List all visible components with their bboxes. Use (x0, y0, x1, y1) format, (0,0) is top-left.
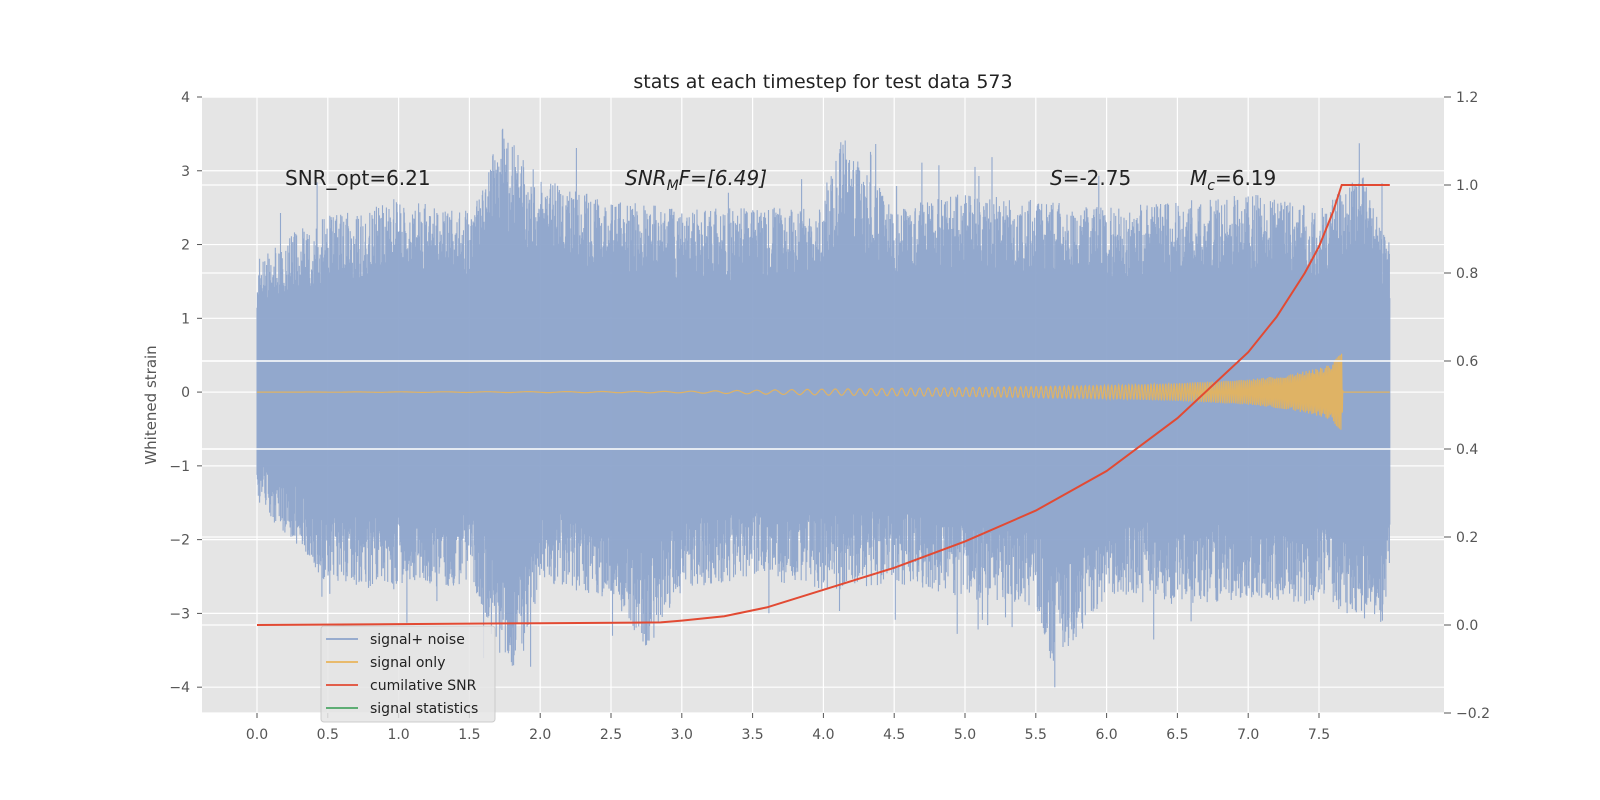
x-tick-label: 3.5 (741, 727, 763, 743)
y-tick-label: 1 (181, 311, 190, 327)
y-tick-label: 3 (181, 164, 190, 180)
x-tick-label: 6.0 (1095, 727, 1117, 743)
legend: signal+ noise signal only cumilative SNR… (320, 625, 496, 723)
x-tick-label: 2.0 (529, 727, 551, 743)
annotation-s-value: =-2.75 (1063, 166, 1132, 190)
x-tick-label: 5.5 (1025, 727, 1047, 743)
y-tick-label: −2 (169, 533, 190, 549)
x-tick-label: 3.0 (671, 727, 693, 743)
legend-label-signal: signal only (370, 655, 445, 671)
x-tick-label: 7.5 (1308, 727, 1330, 743)
chart-title: stats at each timestep for test data 573 (633, 71, 1012, 93)
y2-tick-label: −0.2 (1456, 706, 1490, 722)
signal-series-layer (257, 353, 1390, 430)
annotation-snr-opt: SNR_opt=6.21 (285, 166, 431, 190)
y-tick-label: −3 (169, 606, 190, 622)
annotation-mc-value: =6.19 (1215, 166, 1276, 190)
x-tick-label: 7.0 (1237, 727, 1259, 743)
annotations: SNR_opt=6.21 SNRMF=[6.49] S=-2.75 Mc=6.1… (285, 166, 1276, 194)
y2-tick-label: 0.8 (1456, 266, 1478, 282)
legend-box (320, 625, 496, 723)
annotation-snr-mf-base: SNR (625, 166, 667, 190)
y-tick-label: 2 (181, 238, 190, 254)
annotation-s-label: S (1050, 166, 1063, 190)
y-tick-label: 0 (181, 385, 190, 401)
x-tick-label: 5.0 (954, 727, 976, 743)
y2-tick-label: 0.4 (1456, 442, 1478, 458)
legend-label-noise: signal+ noise (370, 632, 465, 648)
y2-tick-label: 0.0 (1456, 618, 1478, 634)
signal-statistics-layer (202, 360, 1444, 450)
x-tick-label: 0.5 (317, 727, 339, 743)
x-tick-label: 1.5 (458, 727, 480, 743)
annotation-mc: Mc=6.19 (1190, 166, 1276, 194)
y2-tick-label: 1.2 (1456, 90, 1478, 106)
noise-series-layer (256, 128, 1391, 688)
noise-series-line (256, 128, 1391, 688)
annotation-snr-mf-sub: M (667, 178, 679, 194)
legend-label-snr: cumilative SNR (370, 678, 477, 694)
cumulative-snr-layer (256, 184, 1390, 626)
x-tick-label: 6.5 (1166, 727, 1188, 743)
annotation-mc-sub: c (1207, 178, 1215, 194)
annotation-snr-mf-tail: F=[6.49] (679, 166, 767, 190)
cumulative-snr-line (256, 184, 1390, 626)
x-tick-label: 1.0 (387, 727, 409, 743)
annotation-s: S=-2.75 (1050, 166, 1131, 190)
y-tick-label: −1 (169, 459, 190, 475)
x-tick-label: 4.5 (883, 727, 905, 743)
y2-tick-label: 1.0 (1456, 178, 1478, 194)
annotation-mc-base: M (1190, 166, 1207, 190)
signal-only-line (257, 353, 1390, 430)
x-tick-label: 2.5 (600, 727, 622, 743)
y-axis-label: Whitened strain (142, 345, 160, 464)
x-tick-label: 4.0 (812, 727, 834, 743)
annotation-snr-mf: SNRMF=[6.49] (625, 166, 767, 194)
legend-label-statistics: signal statistics (370, 701, 478, 717)
y-tick-label: 4 (181, 90, 190, 106)
y2-tick-label: 0.2 (1456, 530, 1478, 546)
x-tick-label: 0.0 (246, 727, 268, 743)
axes: 0.0 0.5 1.0 1.5 2.0 2.5 3.0 3.5 4.0 4.5 5.0 5.5 6.0 6… (169, 90, 1490, 743)
y2-tick-label: 0.6 (1456, 354, 1478, 370)
y-tick-label: −4 (169, 680, 190, 696)
